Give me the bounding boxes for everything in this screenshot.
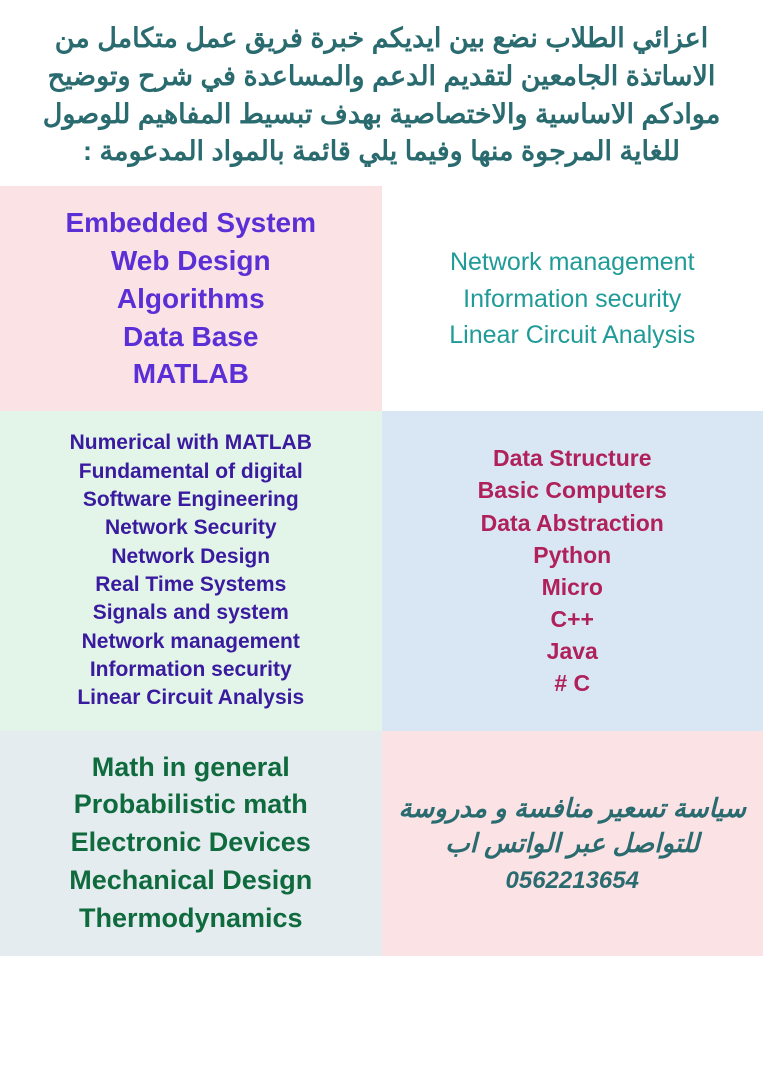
list-item: Network management: [82, 628, 300, 656]
cell-math-group: Math in general Probabilistic math Elect…: [0, 731, 382, 956]
cell-data-group: Data Structure Basic Computers Data Abst…: [382, 411, 763, 730]
list-item: Java: [547, 635, 598, 667]
list-item: Linear Circuit Analysis: [77, 684, 304, 712]
list-item: Software Engineering: [83, 486, 299, 514]
list-item: Electronic Devices: [71, 824, 311, 862]
phone-number: 0562213654: [506, 867, 639, 895]
list-item: Web Design: [111, 242, 271, 280]
list-item: Signals and system: [93, 599, 289, 627]
pricing-text: سياسة تسعير منافسة و مدروسة للتواصل عبر …: [392, 791, 754, 861]
header-text: اعزائي الطلاب نضع بين ايديكم خبرة فريق ع…: [0, 0, 763, 186]
list-item: Data Abstraction: [481, 507, 664, 539]
list-item: Network management: [450, 244, 695, 280]
list-item: Micro: [542, 571, 603, 603]
list-item: Thermodynamics: [79, 900, 303, 938]
list-item: Math in general: [92, 749, 290, 787]
subjects-grid: Embedded System Web Design Algorithms Da…: [0, 186, 763, 955]
cell-pricing: سياسة تسعير منافسة و مدروسة للتواصل عبر …: [382, 731, 763, 956]
list-item: Algorithms: [117, 280, 265, 318]
list-item: Linear Circuit Analysis: [449, 317, 695, 353]
list-item: Basic Computers: [478, 474, 667, 506]
list-item: Network Design: [111, 543, 270, 571]
cell-numerical-group: Numerical with MATLAB Fundamental of dig…: [0, 411, 382, 730]
list-item: Real Time Systems: [95, 571, 286, 599]
list-item: Information security: [463, 281, 681, 317]
list-item: Mechanical Design: [69, 862, 312, 900]
list-item: Fundamental of digital: [79, 458, 303, 486]
list-item: Embedded System: [65, 204, 316, 242]
list-item: MATLAB: [133, 355, 249, 393]
list-item: Data Structure: [493, 442, 651, 474]
list-item: # C: [554, 667, 590, 699]
list-item: Information security: [90, 656, 292, 684]
list-item: Probabilistic math: [74, 786, 308, 824]
list-item: C++: [551, 603, 594, 635]
cell-embedded-group: Embedded System Web Design Algorithms Da…: [0, 186, 382, 411]
list-item: Data Base: [123, 318, 258, 356]
list-item: Network Security: [105, 514, 277, 542]
cell-network-group: Network management Information security …: [382, 186, 763, 411]
list-item: Numerical with MATLAB: [70, 429, 312, 457]
list-item: Python: [533, 539, 611, 571]
